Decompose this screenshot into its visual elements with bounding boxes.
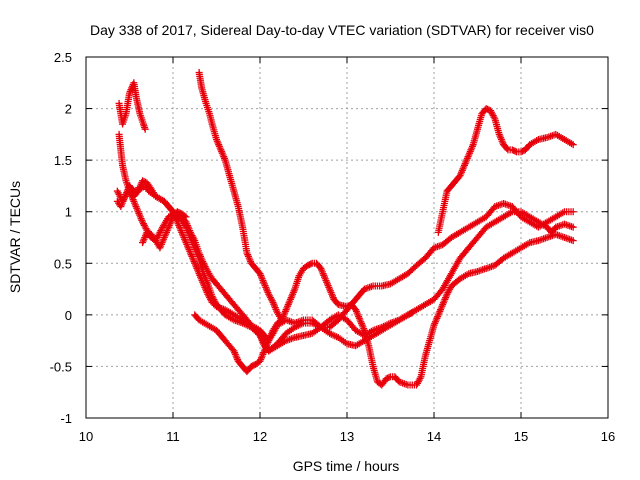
- data-point: [307, 260, 315, 268]
- data-point: [511, 147, 519, 155]
- x-tick-label: 14: [427, 429, 441, 444]
- y-tick-label: 0: [65, 308, 72, 323]
- data-point: [182, 213, 190, 221]
- y-tick-label: 0.5: [54, 256, 72, 271]
- x-axis-label: GPS time / hours: [293, 458, 400, 474]
- data-point: [569, 237, 577, 245]
- series-track-4: [113, 182, 577, 355]
- data-point: [190, 235, 198, 243]
- y-tick-label: -0.5: [50, 359, 72, 374]
- x-tick-label: 13: [340, 429, 354, 444]
- x-tick-labels: 10 11 12 13 14 15 16: [79, 429, 615, 444]
- y-tick-label: 1.5: [54, 153, 72, 168]
- series-track-6: [195, 68, 577, 324]
- data-point: [268, 297, 276, 305]
- data-point: [503, 145, 511, 153]
- x-tick-label: 11: [166, 429, 180, 444]
- axis-ticks: [85, 56, 609, 419]
- data-point: [569, 208, 577, 216]
- series-track-8: [434, 105, 577, 236]
- grid: [86, 57, 608, 418]
- data-point: [278, 316, 286, 324]
- y-tick-label: 1: [65, 205, 72, 220]
- x-tick-label: 10: [79, 429, 93, 444]
- data-point: [141, 125, 149, 133]
- data-point: [385, 373, 393, 381]
- series-track-5: [139, 208, 190, 252]
- series-track-1: [115, 79, 149, 133]
- y-tick-label: -1: [60, 411, 72, 426]
- y-tick-labels: -1 -0.5 0 0.5 1 1.5 2 2.5: [50, 50, 72, 426]
- data-point: [416, 374, 424, 382]
- data-point: [276, 317, 284, 325]
- series-track-7: [191, 311, 286, 376]
- x-tick-label: 15: [514, 429, 528, 444]
- y-tick-label: 2: [65, 102, 72, 117]
- data-point: [181, 212, 189, 220]
- data-point: [490, 113, 498, 121]
- y-tick-label: 2.5: [54, 50, 72, 65]
- series-track-3: [113, 177, 416, 350]
- data-point: [569, 223, 577, 231]
- x-tick-label: 12: [253, 429, 267, 444]
- series-layer: [113, 68, 577, 389]
- chart-title: Day 338 of 2017, Sidereal Day-to-day VTE…: [90, 22, 594, 38]
- series-track-2: [115, 130, 577, 389]
- y-axis-label: SDTVAR / TECUs: [7, 181, 23, 293]
- data-point: [569, 141, 577, 149]
- x-tick-label: 16: [601, 429, 615, 444]
